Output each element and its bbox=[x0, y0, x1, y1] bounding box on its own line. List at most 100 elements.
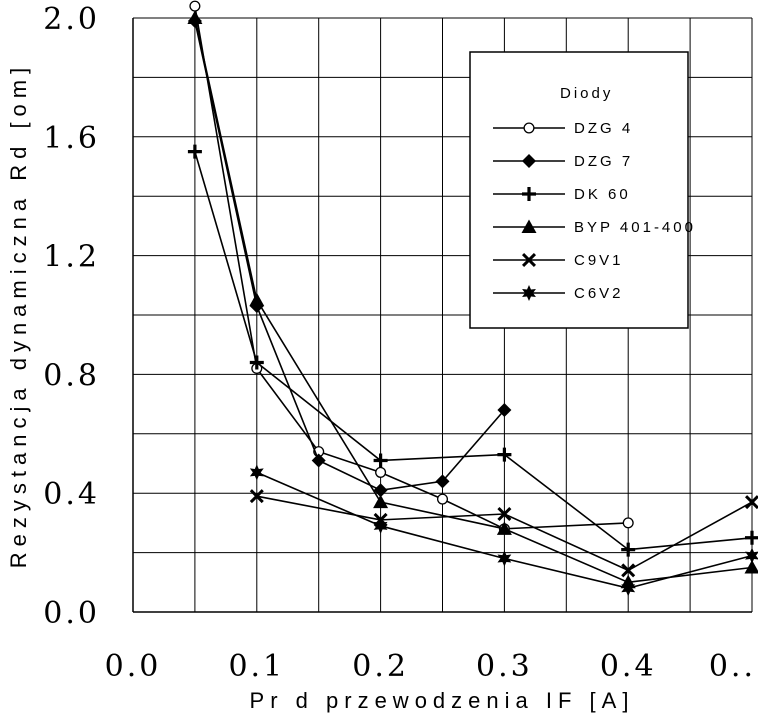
x-axis-label: Pr d przewodzenia IF [A] bbox=[250, 688, 635, 713]
legend-item: C6V2 bbox=[493, 285, 624, 302]
tick-labels: 0.0 0.4 0.8 1.2 1.6 2.0 0.0 0.1 0.2 0.3 0.4 0.. bbox=[43, 2, 756, 684]
marker-x bbox=[497, 506, 512, 522]
legend-item: DZG 7 bbox=[493, 153, 633, 170]
data-point bbox=[621, 580, 636, 597]
legend-marker bbox=[522, 154, 536, 168]
series-line bbox=[194, 151, 753, 551]
data-point bbox=[373, 517, 388, 534]
data-point bbox=[249, 292, 265, 307]
marker-diamond bbox=[522, 154, 536, 168]
data-point bbox=[744, 559, 758, 574]
legend-label: DZG 7 bbox=[574, 153, 633, 170]
series-c6v2 bbox=[249, 464, 758, 597]
legend-item: DZG 4 bbox=[493, 120, 633, 137]
marker-diamond bbox=[311, 453, 326, 468]
marker-star bbox=[249, 464, 264, 481]
data-point bbox=[373, 453, 388, 468]
series-c9v1 bbox=[249, 489, 758, 578]
data-point bbox=[311, 453, 326, 468]
data-point bbox=[497, 550, 512, 567]
grid bbox=[132, 17, 753, 613]
data-point bbox=[497, 447, 512, 462]
data-point bbox=[744, 495, 758, 510]
data-point bbox=[249, 355, 264, 370]
marker-star bbox=[745, 547, 758, 564]
legend-items: DZG 4 DZG 7 DK 60 BYP 401-400 C9V1 C6V2 bbox=[493, 120, 696, 302]
marker-triangle bbox=[373, 494, 389, 509]
data-point bbox=[621, 542, 636, 557]
series-line bbox=[194, 20, 506, 492]
data-point bbox=[249, 489, 264, 504]
marker-x bbox=[521, 252, 537, 268]
marker-x bbox=[249, 489, 264, 504]
legend-label: DK 60 bbox=[574, 186, 631, 203]
x-tick-label: 0.3 bbox=[476, 649, 533, 684]
y-tick-label: 2.0 bbox=[43, 2, 100, 37]
y-tick-label: 0.0 bbox=[43, 596, 100, 631]
legend-label: BYP 401-400 bbox=[574, 219, 696, 236]
data-point bbox=[622, 517, 634, 529]
data-point bbox=[621, 563, 636, 578]
legend-label: C9V1 bbox=[574, 252, 624, 269]
marker-triangle bbox=[249, 292, 265, 307]
marker-triangle bbox=[187, 10, 203, 24]
data-point bbox=[187, 144, 202, 159]
marker-plus bbox=[745, 530, 758, 545]
marker-plus bbox=[249, 355, 264, 370]
x-tick-label: 0.. bbox=[709, 649, 756, 684]
marker-diamond bbox=[497, 403, 512, 418]
legend-label: C6V2 bbox=[574, 285, 624, 302]
marker-diamond bbox=[373, 483, 388, 498]
x-tick-label: 0.0 bbox=[105, 649, 162, 684]
x-tick-label: 0.4 bbox=[600, 649, 657, 684]
marker-plus bbox=[497, 447, 512, 462]
data-point bbox=[249, 464, 264, 481]
data-point bbox=[497, 506, 512, 522]
marker-plus bbox=[522, 187, 536, 201]
marker-triangle bbox=[496, 521, 512, 535]
data-point bbox=[189, 0, 201, 12]
legend-item: DK 60 bbox=[493, 186, 631, 203]
marker-x bbox=[744, 495, 758, 510]
data-point bbox=[745, 547, 758, 564]
marker-triangle bbox=[521, 219, 537, 233]
marker-circle bbox=[189, 0, 201, 12]
legend-marker bbox=[521, 219, 537, 233]
legend-marker bbox=[522, 187, 536, 201]
marker-plus bbox=[187, 144, 202, 159]
data-point bbox=[745, 530, 758, 545]
data-point bbox=[187, 10, 203, 24]
legend-item: C9V1 bbox=[493, 252, 624, 269]
legend-label: DZG 4 bbox=[574, 120, 633, 137]
marker-circle bbox=[622, 517, 634, 529]
series-dzg-7 bbox=[187, 13, 512, 498]
legend-marker bbox=[521, 252, 537, 268]
series-dk-60 bbox=[187, 144, 758, 557]
x-tick-label: 0.2 bbox=[352, 649, 409, 684]
marker-circle bbox=[523, 122, 535, 134]
series-line bbox=[194, 17, 753, 584]
marker-circle bbox=[375, 466, 387, 478]
data-point bbox=[436, 493, 449, 505]
marker-star bbox=[522, 285, 536, 301]
marker-star bbox=[621, 580, 636, 597]
legend-item: BYP 401-400 bbox=[493, 219, 696, 236]
marker-plus bbox=[373, 453, 388, 468]
marker-plus bbox=[621, 542, 636, 557]
data-point bbox=[435, 474, 450, 489]
legend-title: Diody bbox=[560, 85, 613, 102]
data-point bbox=[373, 483, 388, 498]
legend: Diody DZG 4 DZG 7 DK 60 BYP 401-400 C9V1 C6V2 bbox=[469, 51, 696, 329]
legend-marker bbox=[522, 285, 536, 301]
marker-x bbox=[621, 563, 636, 578]
data-point bbox=[497, 403, 512, 418]
marker-diamond bbox=[435, 474, 450, 489]
data-point bbox=[496, 521, 512, 535]
y-tick-label: 1.6 bbox=[43, 121, 100, 156]
data-point bbox=[373, 494, 389, 509]
y-tick-label: 1.2 bbox=[43, 240, 100, 275]
marker-star bbox=[497, 550, 512, 567]
series-layer bbox=[187, 0, 758, 597]
x-tick-label: 0.1 bbox=[228, 649, 285, 684]
